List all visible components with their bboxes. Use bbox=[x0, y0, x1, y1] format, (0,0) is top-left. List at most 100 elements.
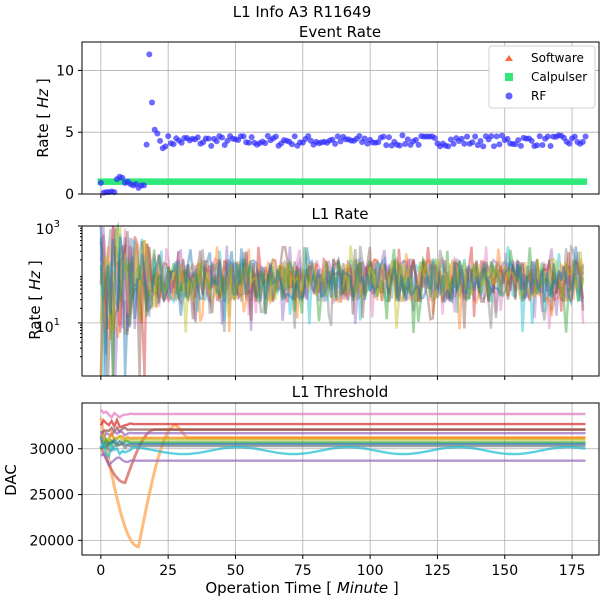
calpulser-point bbox=[370, 178, 378, 185]
rf-point bbox=[582, 133, 589, 140]
calpulser-point bbox=[283, 178, 290, 185]
calpulser-point bbox=[489, 178, 497, 185]
calpulser-point bbox=[269, 178, 276, 185]
rf-point bbox=[504, 135, 511, 142]
calpulser-point bbox=[388, 178, 395, 185]
l1-threshold-ytick-label: 30000 bbox=[29, 442, 74, 458]
calpulser-point bbox=[136, 178, 143, 185]
event-rate-yticks: 0 5 10 bbox=[56, 63, 82, 203]
panel-event-rate: Event Rate 0 5 10 Rate [ Hz ] Software Cal… bbox=[34, 23, 600, 203]
l1-rate-series-line bbox=[99, 221, 585, 377]
rf-point bbox=[334, 133, 341, 140]
calpulser-point bbox=[521, 178, 528, 185]
l1-threshold-xtick-label: 125 bbox=[424, 563, 451, 579]
rf-point bbox=[149, 99, 156, 106]
calpulser-point bbox=[563, 178, 570, 185]
l1-threshold-xtick-label: 100 bbox=[357, 563, 384, 579]
calpulser-point bbox=[171, 178, 178, 185]
legend-software-label: Software bbox=[531, 51, 584, 65]
l1-rate-series-line bbox=[99, 226, 585, 377]
l1-threshold-dip-line bbox=[99, 417, 586, 549]
calpulser-point bbox=[535, 178, 542, 185]
rf-point bbox=[536, 133, 543, 140]
calpulser-point bbox=[514, 178, 521, 185]
calpulser-point bbox=[276, 178, 283, 185]
calpulser-point bbox=[279, 178, 287, 185]
rf-point bbox=[240, 133, 247, 140]
calpulser-point bbox=[461, 178, 469, 185]
rf-point bbox=[165, 133, 172, 140]
calpulser-point bbox=[577, 178, 584, 185]
calpulser-point bbox=[258, 178, 266, 185]
calpulser-point bbox=[318, 178, 325, 185]
calpulser-point bbox=[482, 178, 490, 185]
legend-rf-marker bbox=[505, 92, 513, 100]
calpulser-point bbox=[384, 178, 392, 185]
event-rate-data bbox=[97, 51, 589, 196]
event-rate-legend: Software Calpulser RF bbox=[488, 45, 596, 109]
calpulser-point bbox=[157, 178, 164, 185]
calpulser-point bbox=[416, 178, 423, 185]
rf-point bbox=[579, 138, 586, 145]
panel-l1-rate: L1 Rate 103 101 Rate [ Hz ] bbox=[26, 205, 600, 380]
rf-point bbox=[566, 140, 573, 147]
calpulser-point bbox=[332, 178, 339, 185]
rf-point bbox=[396, 142, 403, 149]
rf-point bbox=[447, 136, 454, 143]
calpulser-point bbox=[405, 178, 413, 185]
rf-point bbox=[162, 143, 169, 150]
calpulser-point bbox=[493, 178, 500, 185]
calpulser-point bbox=[440, 178, 448, 185]
calpulser-point bbox=[430, 178, 437, 185]
calpulser-point bbox=[349, 178, 357, 185]
l1-threshold-level-line bbox=[100, 452, 586, 468]
l1-threshold-xtick-label: 0 bbox=[96, 563, 105, 579]
calpulser-point bbox=[556, 178, 563, 185]
calpulser-point bbox=[255, 178, 262, 185]
l1-rate-ytick-1000-base: 10 bbox=[36, 222, 54, 238]
rf-point bbox=[170, 141, 177, 148]
calpulser-point bbox=[552, 178, 560, 185]
panel-l1-threshold: L1 Threshold 20000 25000 30000 0 25 50 75 100 1… bbox=[2, 383, 600, 579]
l1-threshold-title: L1 Threshold bbox=[292, 383, 389, 401]
calpulser-point bbox=[468, 178, 476, 185]
calpulser-point bbox=[192, 178, 199, 185]
calpulser-point bbox=[503, 178, 511, 185]
calpulser-point bbox=[143, 178, 150, 185]
calpulser-point bbox=[300, 178, 308, 185]
l1-rate-ytick-marks bbox=[78, 225, 82, 358]
calpulser-point bbox=[321, 178, 329, 185]
calpulser-point bbox=[444, 178, 451, 185]
l1-rate-ylabel-prefix: Rate [ bbox=[26, 290, 44, 340]
calpulser-point bbox=[146, 178, 154, 185]
calpulser-point bbox=[244, 178, 252, 185]
calpulser-point bbox=[465, 178, 472, 185]
rf-point bbox=[157, 137, 164, 144]
calpulser-point bbox=[346, 178, 353, 185]
calpulser-point bbox=[206, 178, 213, 185]
rf-point bbox=[496, 141, 503, 148]
calpulser-point bbox=[524, 178, 532, 185]
rf-point bbox=[224, 137, 231, 144]
calpulser-point bbox=[230, 178, 238, 185]
rf-point bbox=[208, 142, 215, 149]
calpulser-point bbox=[167, 178, 175, 185]
calpulser-point bbox=[402, 178, 409, 185]
rf-point bbox=[493, 133, 500, 140]
rf-point bbox=[547, 143, 554, 150]
calpulser-point bbox=[454, 178, 462, 185]
calpulser-point bbox=[531, 178, 539, 185]
l1-threshold-level-line bbox=[100, 440, 586, 453]
l1-rate-series-line bbox=[99, 228, 585, 377]
rf-point bbox=[515, 137, 522, 144]
xlabel-suffix: ] bbox=[388, 579, 399, 597]
calpulser-point bbox=[195, 178, 203, 185]
calpulser-point bbox=[311, 178, 318, 185]
legend-box bbox=[488, 45, 596, 109]
event-rate-ylabel-suffix: ] bbox=[34, 78, 52, 89]
event-rate-frame bbox=[81, 41, 600, 195]
xlabel-prefix: Operation Time [ bbox=[205, 579, 337, 597]
calpulser-point bbox=[325, 178, 332, 185]
calpulser-point bbox=[573, 178, 581, 185]
